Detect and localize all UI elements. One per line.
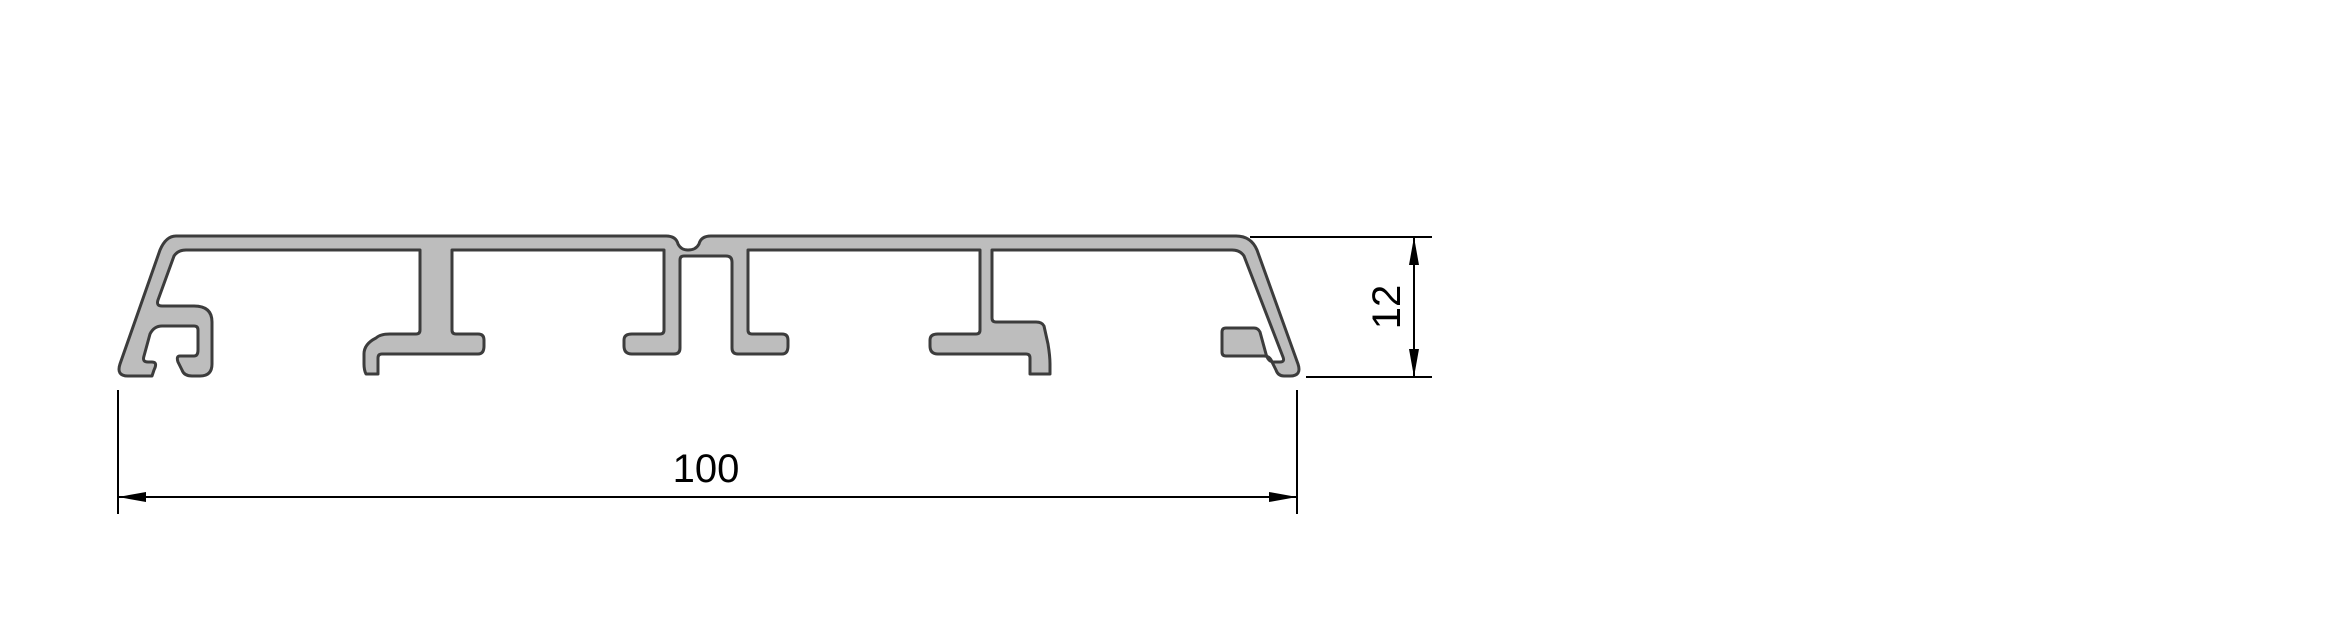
height-dimension-value: 12 (1365, 285, 1409, 330)
profile-outline (117, 234, 1301, 378)
height-dimension (1250, 236, 1432, 378)
height-arrow-top-icon (1409, 237, 1419, 265)
width-arrow-left-icon (118, 492, 146, 502)
profile-cross-section (117, 234, 1301, 378)
height-arrow-bottom-icon (1409, 349, 1419, 377)
width-arrow-right-icon (1269, 492, 1297, 502)
width-dimension (117, 390, 1298, 514)
width-dimension-value: 100 (673, 447, 740, 491)
